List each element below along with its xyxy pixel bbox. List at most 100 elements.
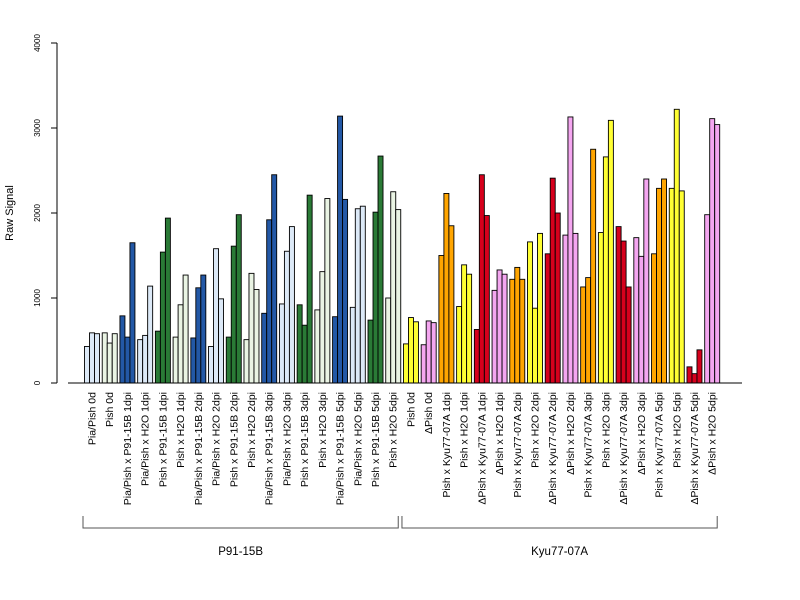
bar [182,274,189,384]
group-bracket [401,516,718,529]
x-tick-label: Pia/Pish x P91-15B 2dpi [193,392,205,505]
x-tick-label: ΔPish x H2O 1dpi [494,392,506,475]
x-tick-label: Pish x Kyu77-07A 5dpi [654,392,666,498]
bar [607,119,614,384]
bar [678,190,685,384]
group-label: Kyu77-07A [531,546,588,558]
bar [271,174,278,384]
bar [580,286,587,384]
bar [430,322,437,384]
x-tick-label: Pish x P91-15B 3dpi [299,392,311,487]
y-tick-label: 2000 [33,204,42,222]
bar [625,286,632,384]
bar [390,191,397,384]
bar [532,307,538,384]
bar [248,272,255,384]
bar [567,116,574,384]
bar [491,289,498,384]
bar [225,336,232,384]
bar [94,333,100,384]
bar [509,278,516,384]
bar [709,118,716,384]
bar [84,346,90,384]
x-tick-label: Pish x H2O 3dpi [600,392,612,468]
bar [129,242,136,384]
bar [514,266,521,384]
x-tick-label: Pish 0d [104,392,116,427]
bar [147,285,154,384]
bar [408,317,414,384]
bar [208,346,214,384]
bar [306,194,313,384]
bar [590,148,597,384]
bar [403,343,409,384]
bar [332,316,339,384]
group-bracket [82,516,399,529]
x-tick-label: Pish x Kyu77-07A 1dpi [441,392,453,498]
bar [200,274,207,384]
group-brackets: P91-15B Kyu77-07A [82,516,718,558]
bar [438,255,445,384]
bar [633,237,640,384]
bar [283,250,290,384]
bar [456,306,463,384]
bar [704,214,711,384]
y-tick-label: 3000 [33,119,42,137]
bar [288,226,295,384]
bar [691,373,698,384]
x-tick-label: ΔPish x H2O 5dpi [707,392,719,475]
x-tick-label: Pish x H2O 1dpi [459,392,471,468]
x-tick-label: Pish x Kyu77-07A 3dpi [583,392,595,498]
x-tick-label: Pish x P91-15B 1dpi [157,392,169,487]
bar [243,339,250,384]
y-tick-label: 0 [33,380,42,385]
bar [296,304,303,384]
x-tick-label: Pish x H2O 5dpi [388,392,400,468]
bar [177,304,184,384]
bar [266,219,273,384]
bar [643,178,650,384]
bar [483,215,490,384]
y-axis-title: Raw Signal [4,185,16,241]
x-tick-label: Pia/Pish x H2O 1dpi [140,392,152,486]
bar [372,211,379,384]
bar [527,241,533,384]
bar [656,187,662,384]
bar [413,321,419,384]
bar [425,320,432,384]
bar [119,315,126,384]
x-tick-label: Pish x H2O 2dpi [530,392,542,468]
bar [164,217,171,384]
x-tick-label: Pia/Pish x P91-15B 3dpi [264,392,276,505]
bar [549,177,556,384]
bar [420,344,427,384]
bar [324,198,331,384]
x-tick-label: Pish x Kyu77-07A 2dpi [512,392,524,498]
bar [124,336,131,384]
bar [668,187,675,384]
bar [597,232,604,384]
bar [385,297,392,384]
bar [218,298,224,384]
x-tick-label: ΔPish x Kyu77-07A 3dpi [618,392,630,505]
x-tick-label: Pia/Pish x H2O 5dpi [352,392,364,486]
bar [301,324,308,384]
bar [142,334,149,384]
bar [696,349,703,384]
x-tick-label: Pia/Pish 0d [87,392,99,445]
bar [554,212,561,384]
x-tick-label: ΔPish x Kyu77-07A 5dpi [689,392,701,505]
bar [106,342,113,384]
bar [615,226,622,384]
bar [544,253,551,384]
bars [84,108,721,384]
bar [443,192,450,384]
bar [367,319,374,384]
x-tick-label: Pia/Pish x P91-15B 1dpi [122,392,134,505]
bar [377,155,384,384]
bar [172,336,179,384]
x-tick-label: ΔPish x H2O 2dpi [565,392,577,475]
x-tick-label: ΔPish 0d [423,392,435,434]
bar [261,312,268,384]
